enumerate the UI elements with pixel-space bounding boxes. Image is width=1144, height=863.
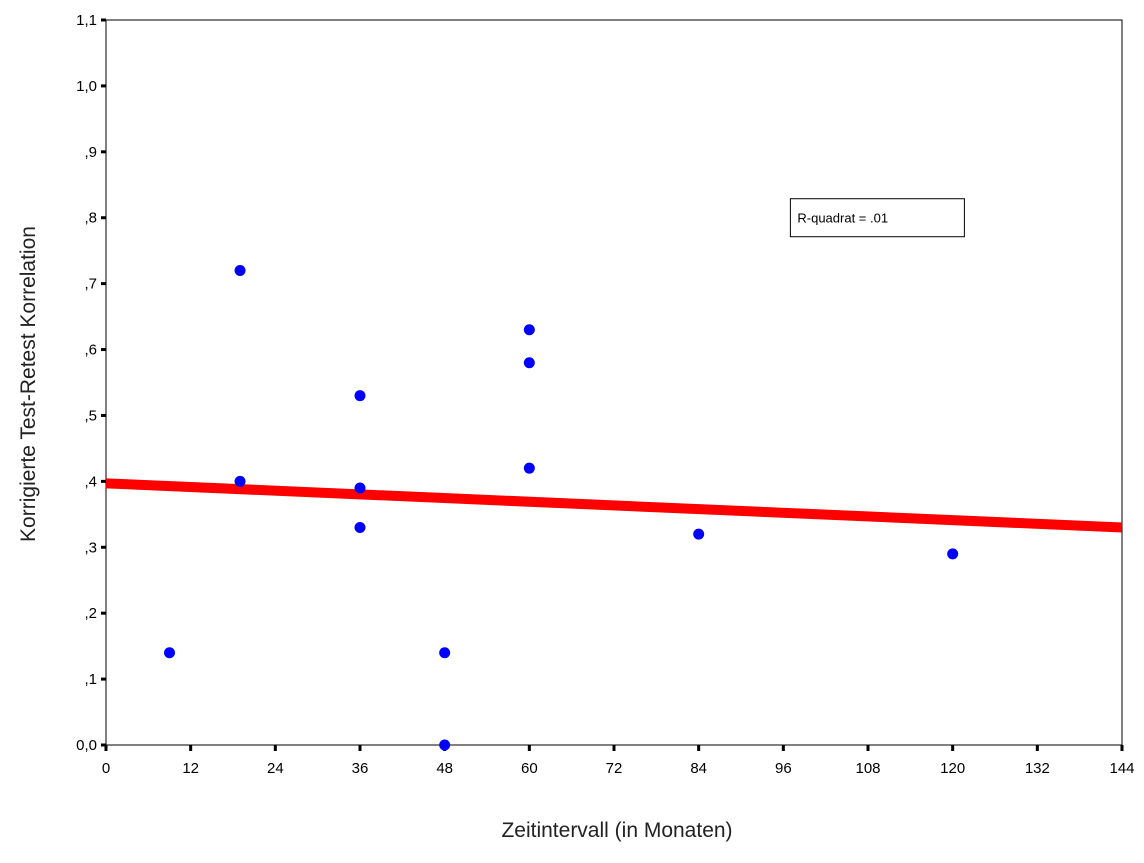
x-tick-label: 84	[690, 760, 707, 777]
y-axis-title: Korrigierte Test-Retest Korrelation	[17, 226, 40, 542]
r-squared-box	[789, 198, 965, 238]
data-point	[354, 482, 366, 494]
data-point	[354, 522, 366, 533]
data-point	[523, 324, 535, 336]
y-tick-label: 1,1	[76, 12, 97, 29]
data-point	[234, 264, 246, 276]
x-tick-label: 48	[436, 760, 453, 777]
y-tick-label: ,6	[84, 342, 97, 359]
x-tick-label: 72	[606, 760, 623, 777]
x-tick-label: 96	[775, 760, 792, 777]
y-tick-label: ,9	[84, 144, 97, 161]
x-tick-label: 120	[940, 760, 965, 777]
y-tick-label: 0,0	[76, 737, 97, 754]
y-tick-label: ,5	[84, 407, 97, 424]
plot-area	[105, 19, 1123, 746]
regression-line	[105, 478, 1123, 533]
data-point	[947, 548, 959, 560]
x-axis: 0 12 24 36 48 60 72 84 96 108 120 132 144	[102, 745, 1135, 777]
annotation-group: R-quadrat = .01	[789, 198, 965, 238]
data-points	[164, 264, 959, 751]
data-point	[693, 528, 705, 540]
x-tick-label: 132	[1025, 760, 1050, 777]
data-point	[523, 462, 535, 474]
x-tick-label: 36	[352, 760, 369, 777]
fit-line-group	[105, 478, 1123, 533]
data-point	[523, 357, 535, 369]
y-tick-label: ,8	[84, 210, 97, 227]
plot-frame	[105, 19, 1123, 746]
x-tick-label: 60	[521, 760, 538, 777]
y-tick-label: ,7	[84, 276, 97, 293]
y-tick-label: ,4	[84, 473, 97, 490]
y-axis: 0,0 ,1 ,2 ,3 ,4 ,5 ,6 ,7 ,8 ,9 1,0 1,1	[76, 12, 106, 754]
x-tick-label: 0	[102, 760, 110, 777]
r-squared-label: R-quadrat = .01	[797, 211, 888, 226]
y-tick-label: ,1	[84, 671, 97, 688]
y-tick-label: 1,0	[76, 78, 97, 95]
data-point	[354, 390, 366, 402]
x-tick-label: 108	[855, 760, 880, 777]
x-tick-label: 144	[1109, 760, 1134, 777]
y-tick-label: ,2	[84, 605, 97, 622]
data-point	[439, 739, 451, 751]
x-axis-title: Zeitintervall (in Monaten)	[501, 819, 732, 842]
x-tick-label: 12	[182, 760, 199, 777]
data-point	[439, 647, 451, 659]
y-tick-label: ,3	[84, 539, 97, 556]
data-point	[234, 475, 246, 487]
x-tick-label: 24	[267, 760, 284, 777]
data-point	[164, 647, 175, 659]
